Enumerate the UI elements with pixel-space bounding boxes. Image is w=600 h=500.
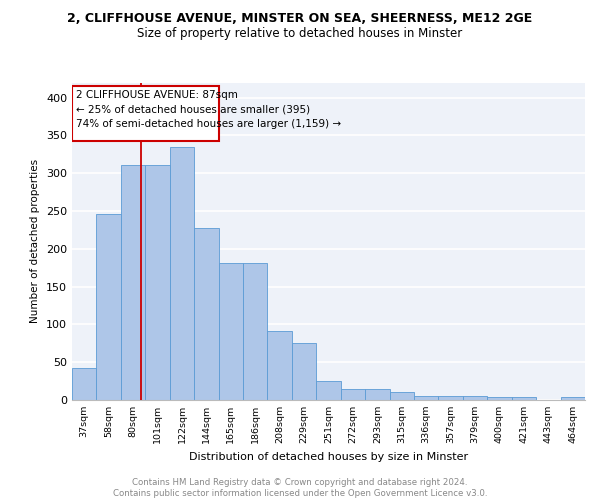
- Bar: [487, 397, 512, 400]
- Bar: [121, 165, 145, 400]
- Text: 2, CLIFFHOUSE AVENUE, MINSTER ON SEA, SHEERNESS, ME12 2GE: 2, CLIFFHOUSE AVENUE, MINSTER ON SEA, SH…: [67, 12, 533, 26]
- Text: 74% of semi-detached houses are larger (1,159) →: 74% of semi-detached houses are larger (…: [76, 119, 341, 129]
- Bar: [218, 263, 243, 400]
- X-axis label: Distribution of detached houses by size in Minster: Distribution of detached houses by size …: [189, 452, 468, 462]
- Bar: [365, 388, 389, 400]
- Bar: [414, 396, 439, 400]
- Bar: [512, 397, 536, 400]
- Text: 2 CLIFFHOUSE AVENUE: 87sqm: 2 CLIFFHOUSE AVENUE: 87sqm: [76, 90, 238, 100]
- Text: Size of property relative to detached houses in Minster: Size of property relative to detached ho…: [137, 28, 463, 40]
- Bar: [316, 381, 341, 400]
- Text: Contains HM Land Registry data © Crown copyright and database right 2024.
Contai: Contains HM Land Registry data © Crown c…: [113, 478, 487, 498]
- Bar: [341, 388, 365, 400]
- Y-axis label: Number of detached properties: Number of detached properties: [31, 159, 40, 324]
- FancyBboxPatch shape: [72, 86, 218, 141]
- Bar: [560, 397, 585, 400]
- Bar: [292, 344, 316, 400]
- Bar: [439, 396, 463, 400]
- Bar: [170, 147, 194, 400]
- Bar: [72, 368, 97, 400]
- Bar: [97, 214, 121, 400]
- Bar: [194, 228, 218, 400]
- Text: ← 25% of detached houses are smaller (395): ← 25% of detached houses are smaller (39…: [76, 104, 310, 115]
- Bar: [145, 165, 170, 400]
- Bar: [243, 263, 268, 400]
- Bar: [389, 392, 414, 400]
- Bar: [268, 331, 292, 400]
- Bar: [463, 396, 487, 400]
